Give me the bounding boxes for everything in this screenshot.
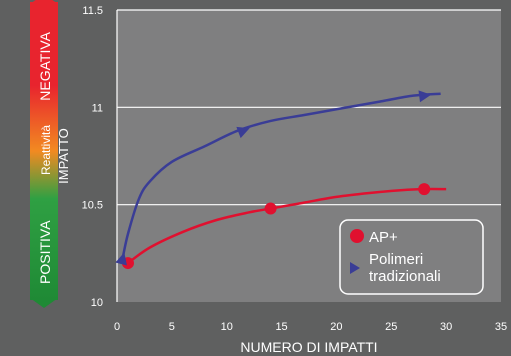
point-ap-plus bbox=[418, 183, 431, 196]
scale-label-reactivity: Reattività bbox=[39, 125, 53, 175]
legend-label-traditional-polymers: Polimeri tradizionali bbox=[369, 251, 441, 285]
plot-background bbox=[117, 10, 501, 302]
y-axis-label: IMPATTO bbox=[56, 128, 71, 184]
series-layer bbox=[115, 90, 447, 270]
scale-label-negative: NEGATIVA bbox=[37, 31, 53, 100]
legend: AP+ Polimeri tradizionali bbox=[339, 219, 484, 295]
x-tick-label: 15 bbox=[275, 321, 287, 333]
y-tick-label: 10.5 bbox=[82, 200, 103, 212]
x-tick-label: 5 bbox=[169, 321, 175, 333]
series-line-ap-plus bbox=[127, 187, 447, 265]
point-traditional-polymers bbox=[115, 252, 127, 266]
x-axis-ticks: 0 5 10 15 20 25 30 35 bbox=[114, 321, 507, 333]
scale-label-positive: POSITIVA bbox=[37, 220, 53, 284]
reactivity-scale-bar: NEGATIVA Reattività POSITIVA bbox=[30, 0, 58, 308]
gridlines bbox=[116, 9, 501, 302]
x-tick-label: 35 bbox=[495, 321, 507, 333]
y-tick-label: 11.5 bbox=[82, 5, 103, 17]
point-traditional-polymers bbox=[418, 90, 432, 103]
reactivity-gradient bbox=[30, 2, 58, 300]
legend-marker-traditional-polymers bbox=[350, 262, 360, 274]
plot-area bbox=[115, 9, 501, 302]
series-line-traditional-polymers bbox=[121, 92, 441, 260]
x-axis-label: NUMERO DI IMPATTI bbox=[240, 339, 377, 355]
legend-frame bbox=[339, 219, 484, 295]
x-tick-label: 20 bbox=[330, 321, 342, 333]
scale-arrow-up-icon bbox=[30, 0, 58, 4]
y-tick-label: 10 bbox=[91, 297, 103, 309]
x-tick-label: 30 bbox=[440, 321, 452, 333]
point-ap-plus bbox=[264, 202, 277, 215]
legend-label-ap-plus: AP+ bbox=[369, 229, 398, 246]
legend-marker-ap-plus bbox=[350, 229, 364, 243]
x-tick-label: 0 bbox=[114, 321, 120, 333]
x-tick-label: 10 bbox=[221, 321, 233, 333]
y-tick-label: 11 bbox=[92, 102, 103, 114]
x-tick-label: 25 bbox=[385, 321, 397, 333]
y-axis-ticks: 10 10.5 11 11.5 bbox=[82, 5, 103, 309]
scale-arrow-down-icon bbox=[30, 298, 58, 308]
point-traditional-polymers bbox=[236, 126, 250, 139]
